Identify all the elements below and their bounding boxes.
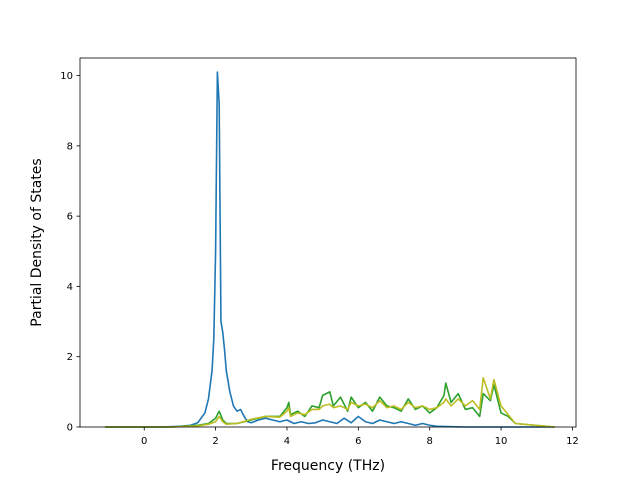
y-tick-label: 6: [67, 212, 73, 223]
series-line-1: [104, 71, 555, 428]
plot-frame: [79, 57, 577, 428]
y-tick-label: 8: [67, 141, 73, 152]
x-tick-label: 4: [284, 436, 290, 447]
x-tick-label: 8: [427, 436, 433, 447]
y-axis-label: Partial Density of States: [29, 158, 45, 326]
series-line-3: [104, 376, 555, 428]
x-axis-label: Frequency (THz): [271, 458, 385, 474]
y-tick-label: 0: [67, 423, 73, 434]
y-tick-label: 10: [60, 71, 73, 82]
x-tick-label: 10: [495, 436, 508, 447]
x-axis: 0 2 4 6 8 10 12: [141, 427, 579, 447]
y-tick-label: 4: [67, 282, 73, 293]
y-axis: 0 2 4 6 8 10: [60, 71, 80, 434]
y-tick-label: 2: [67, 352, 73, 363]
x-tick-label: 2: [212, 436, 218, 447]
x-tick-label: 12: [566, 436, 579, 447]
x-tick-label: 6: [355, 436, 361, 447]
plot-area: [104, 71, 555, 428]
x-tick-label: 0: [141, 436, 147, 447]
